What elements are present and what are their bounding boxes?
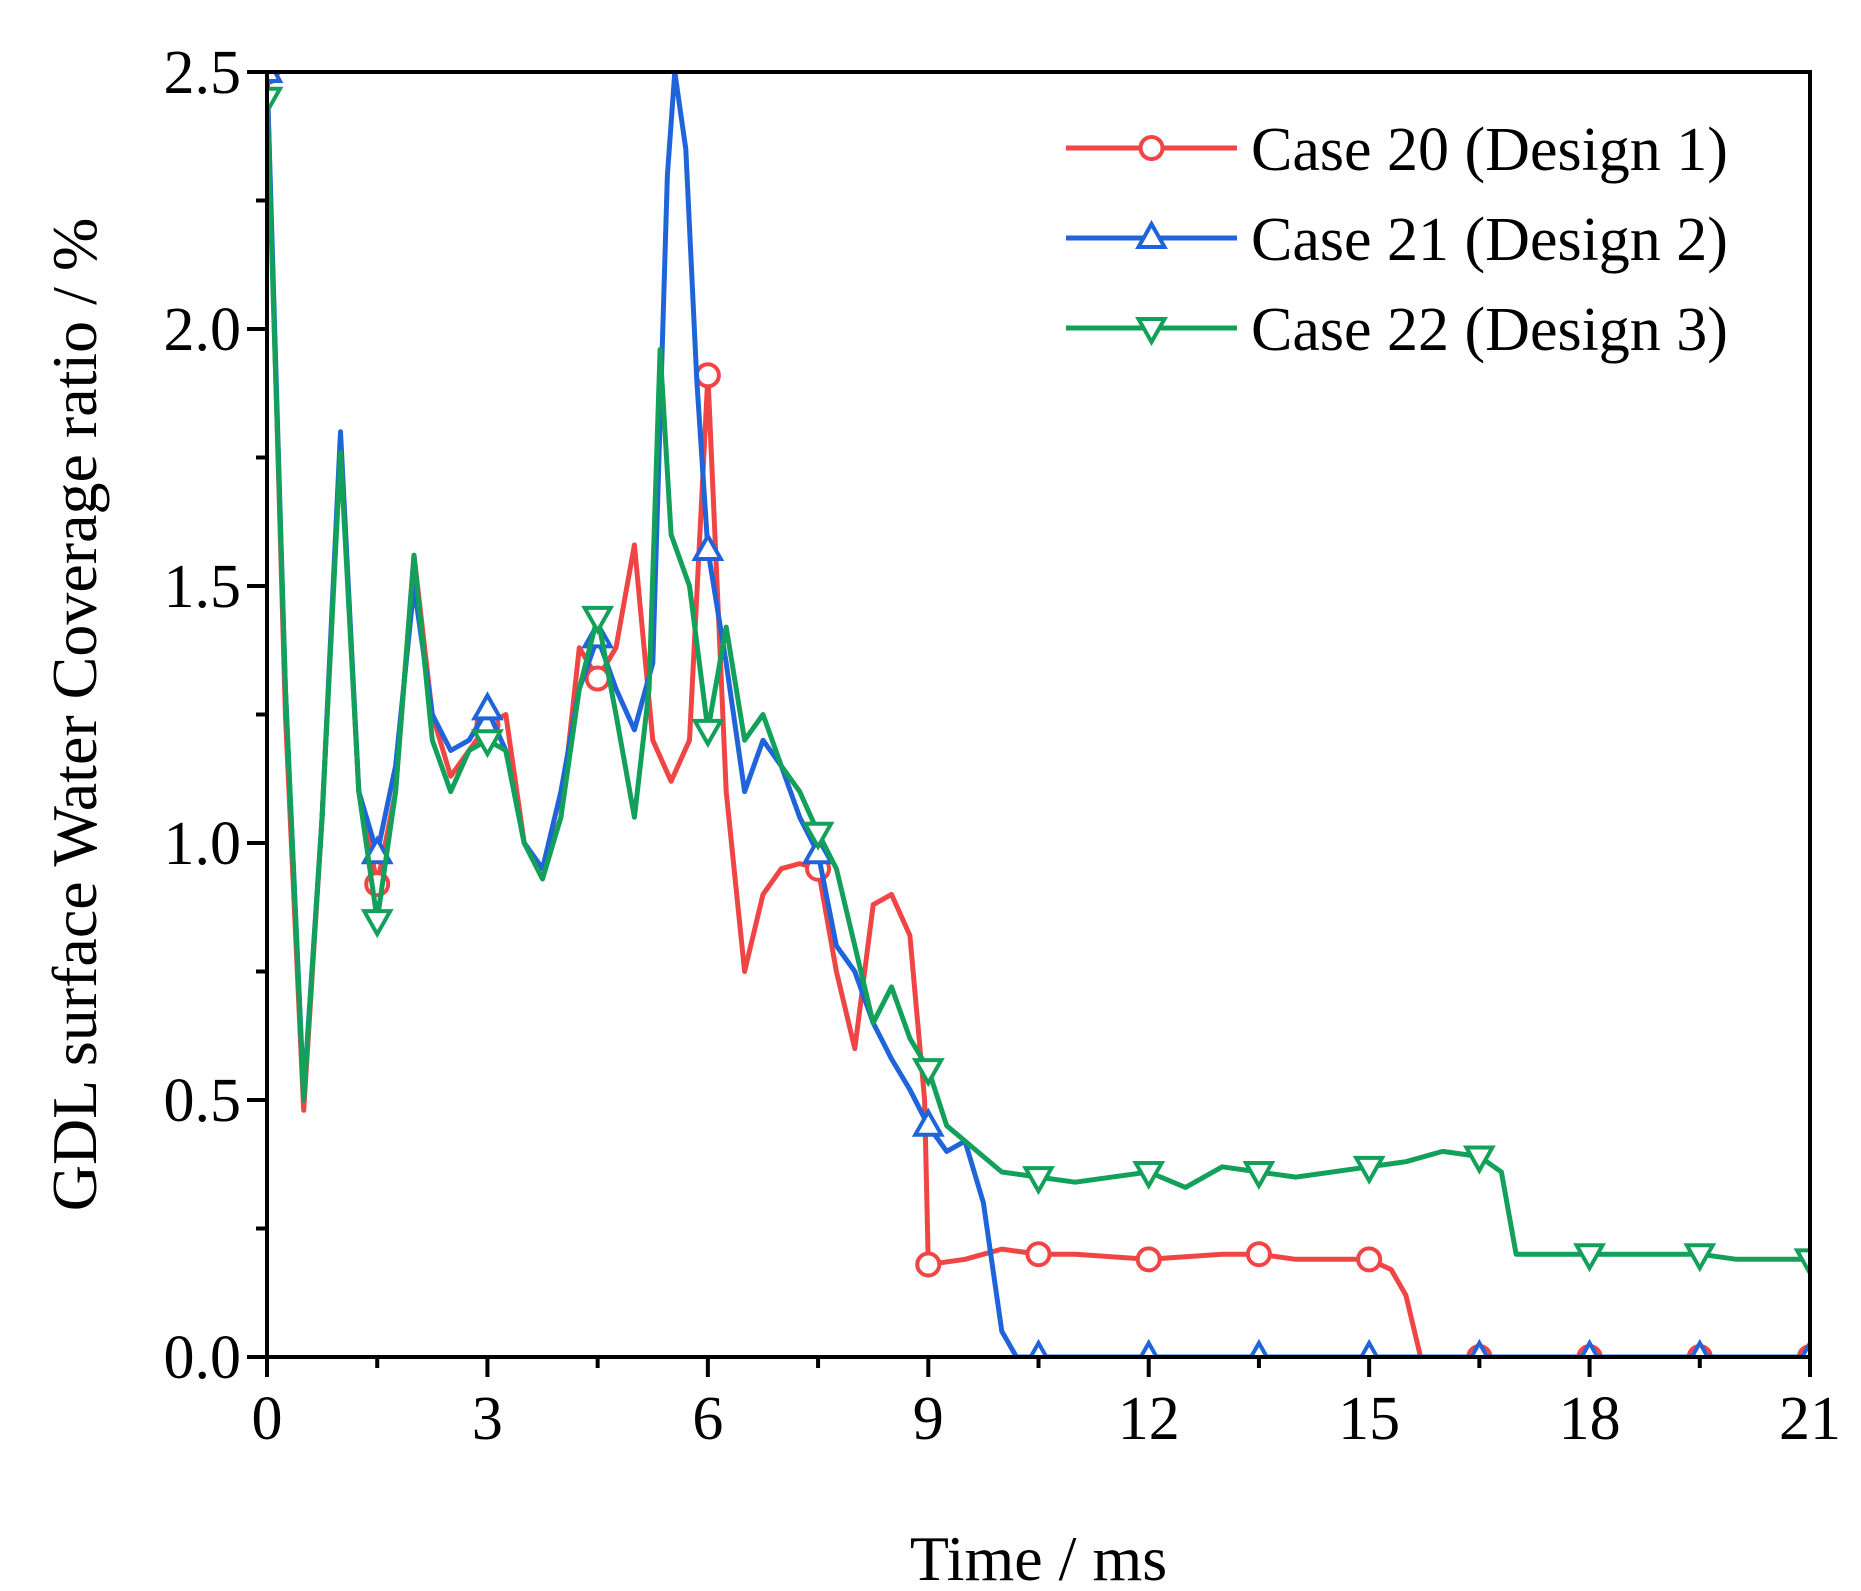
series-2-marker: [267, 72, 284, 83]
series-1-marker: [1135, 1246, 1162, 1273]
x-tick-label: 15: [1338, 1385, 1400, 1453]
series-3-marker: [801, 821, 835, 851]
series-1-marker: [915, 1251, 942, 1278]
series-2-marker: [1689, 1338, 1710, 1357]
series-3-marker: [1352, 1155, 1386, 1185]
series-3-marker: [1462, 1145, 1496, 1175]
axes-layer: 0 3 6 9 12 15 18 21 0.0 0.5 1.0 1.5 2.0 2.5: [164, 39, 1842, 1453]
series-1-marker: [1025, 1241, 1052, 1268]
series-2-marker: [471, 691, 504, 721]
series-2-marker: [360, 835, 394, 865]
series-layer: [267, 72, 1810, 1357]
series-3-marker: [1573, 1243, 1606, 1273]
series-2-marker: [1358, 1338, 1380, 1357]
series-2-marker: [1138, 1338, 1159, 1357]
series-2-marker: [1028, 1338, 1049, 1357]
y-tick-label: 2.0: [164, 296, 242, 364]
y-axis-title: GDL surface Water Coverage ratio / %: [39, 218, 110, 1212]
x-tick-label: 6: [692, 1385, 723, 1453]
series-3-marker: [1022, 1166, 1055, 1196]
series-3-marker: [1242, 1160, 1276, 1191]
y-tick-label: 1.5: [164, 553, 242, 621]
x-tick-label: 0: [252, 1385, 283, 1453]
series-3-marker: [581, 605, 615, 635]
legend-marker-2: [1135, 219, 1168, 249]
series-1-marker: [1356, 1246, 1383, 1273]
legend-marker-1: [1138, 135, 1165, 161]
series-2-marker: [1248, 1338, 1270, 1357]
x-tick-label: 21: [1779, 1385, 1841, 1453]
series-2-marker: [1469, 1338, 1490, 1357]
series-2-marker: [1579, 1338, 1600, 1357]
series-1-marker: [1245, 1241, 1272, 1268]
x-axis-title: Time / ms: [910, 1523, 1167, 1591]
x-tick-label: 18: [1559, 1385, 1621, 1453]
y-tick-label: 0.0: [164, 1324, 242, 1392]
series-1-marker: [694, 362, 721, 389]
series-3-marker: [911, 1058, 945, 1088]
series-3-marker: [471, 729, 504, 759]
legend-label-2: Case 21 (Design 2): [1251, 206, 1728, 274]
series-3-marker: [360, 909, 394, 939]
x-tick-label: 12: [1118, 1385, 1180, 1453]
series-2-marker: [691, 531, 725, 562]
series-group-3: [267, 86, 1810, 1278]
series-2-marker: [911, 1107, 945, 1137]
legend-label-3: Case 22 (Design 3): [1251, 296, 1728, 364]
legend: Case 20 (Design 1) Case 21 (Design 2) Case…: [1066, 116, 1728, 364]
series-3-marker: [267, 86, 284, 116]
series-3-marker: [1132, 1160, 1166, 1191]
x-tick-label: 3: [472, 1385, 503, 1453]
series-3-marker: [691, 718, 725, 748]
y-tick-label: 0.5: [164, 1067, 242, 1135]
y-tick-label: 1.0: [164, 810, 242, 878]
y-tick-label: 2.5: [164, 39, 242, 107]
series-3-marker: [1683, 1243, 1717, 1273]
legend-label-1: Case 20 (Design 1): [1251, 116, 1728, 184]
series-line-3: [267, 95, 1810, 1262]
series-3-marker: [1793, 1248, 1810, 1278]
x-tick-label: 9: [913, 1385, 944, 1453]
legend-marker-3: [1135, 317, 1168, 347]
